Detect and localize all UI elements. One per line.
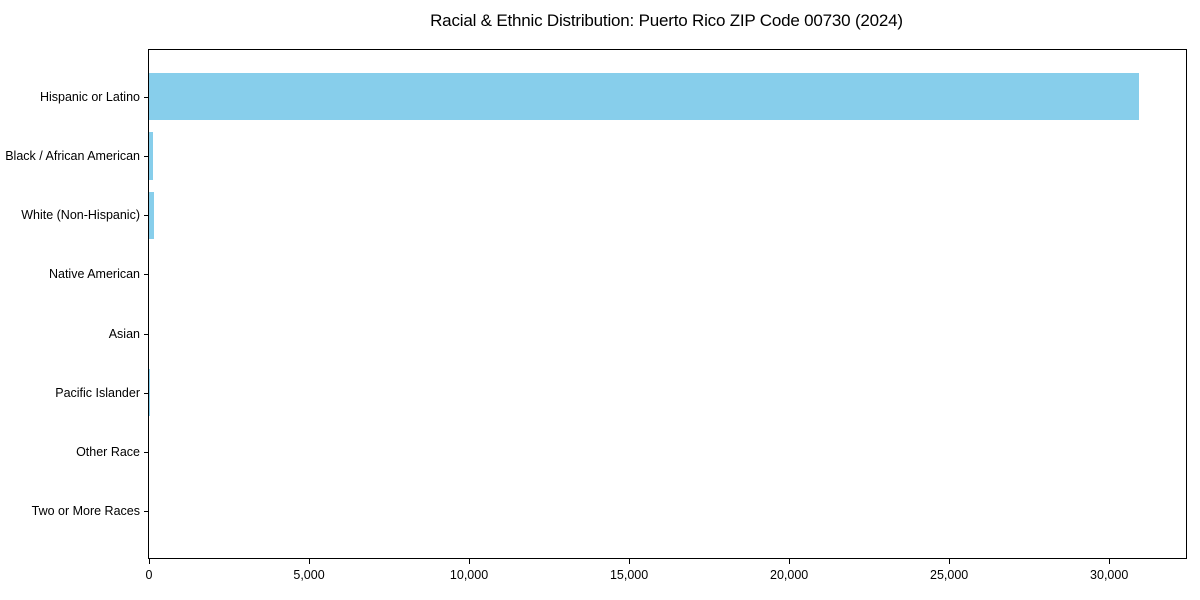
y-tick-mark: [144, 452, 149, 454]
y-tick-label: Two or More Races: [31, 504, 140, 519]
y-tick-mark: [144, 155, 149, 157]
y-tick-mark: [144, 333, 149, 335]
bar: [149, 73, 1140, 121]
chart-title: Racial & Ethnic Distribution: Puerto Ric…: [430, 11, 903, 30]
y-tick-label: Pacific Islander: [55, 385, 140, 400]
y-tick-label: Native American: [48, 267, 140, 282]
y-tick-mark: [144, 511, 149, 513]
x-tick-label: 5,000: [293, 568, 325, 582]
plot-area: Hispanic or Latino Black / African Americ…: [5, 49, 1187, 582]
y-tick-label: Black / African American: [5, 148, 140, 163]
x-tick-mark: [309, 559, 311, 564]
x-tick-mark: [149, 559, 150, 564]
x-tick-label: 30,000: [1090, 568, 1129, 582]
x-tick-label: 0: [145, 568, 153, 582]
x-tick-label: 20,000: [769, 568, 809, 582]
y-tick-label: Other Race: [76, 445, 140, 460]
x-tick-mark: [949, 559, 951, 564]
y-tick-mark: [144, 392, 149, 394]
x-tick-mark: [629, 559, 631, 564]
y-tick-mark: [144, 274, 149, 276]
y-tick-label: White (Non-Hispanic): [21, 208, 140, 223]
x-tick-label: 25,000: [930, 568, 969, 582]
y-tick-label: Hispanic or Latino: [39, 89, 140, 104]
x-tick-mark: [469, 559, 471, 564]
bar: [149, 132, 154, 180]
bar: [149, 191, 154, 239]
x-tick-mark: [789, 559, 791, 564]
x-tick-label: 10,000: [449, 568, 489, 582]
y-tick-mark: [144, 215, 149, 217]
x-tick-label: 15,000: [609, 568, 649, 582]
y-tick-mark: [144, 96, 149, 98]
x-tick-mark: [1109, 559, 1111, 564]
y-tick-label: Asian: [108, 326, 140, 341]
